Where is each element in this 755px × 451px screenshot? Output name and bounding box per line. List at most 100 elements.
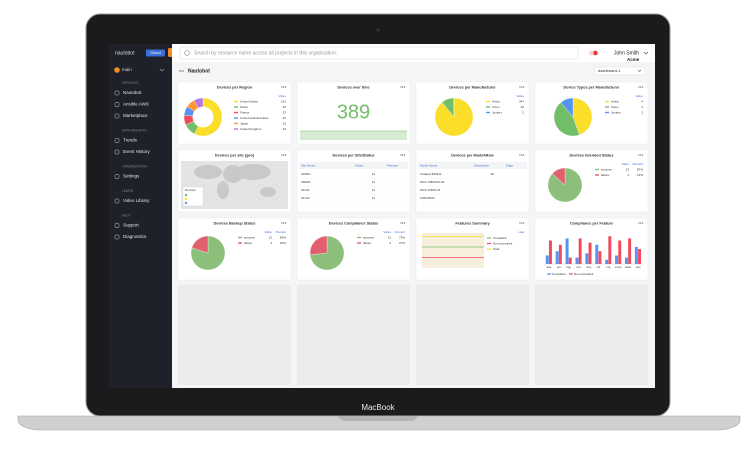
menu-dot[interactable] <box>523 222 525 224</box>
menu-dot[interactable] <box>523 86 525 88</box>
menu-dot[interactable] <box>281 86 283 88</box>
menu-dot[interactable] <box>640 222 642 224</box>
legend-swatch <box>234 100 238 103</box>
legend-label: Total <box>493 247 500 251</box>
bar <box>628 238 632 264</box>
nav-item[interactable]: Diagnostics <box>123 234 147 239</box>
nav-item[interactable]: Support <box>123 223 140 228</box>
legend-swatch <box>569 273 573 275</box>
nav-item[interactable]: Video Library <box>123 198 150 203</box>
widget-title: Features Summary <box>455 222 490 226</box>
legend-value: 23 <box>283 110 287 114</box>
legend-swatch <box>357 236 361 239</box>
menu-dot[interactable] <box>640 86 642 88</box>
legend-swatch <box>234 106 238 108</box>
section-label: LEARN <box>122 189 134 193</box>
pie-slice <box>553 102 580 137</box>
map-legend-dot <box>184 193 188 197</box>
menu-dot[interactable] <box>283 154 285 156</box>
legend-value: 22 <box>283 116 287 120</box>
legend-swatch <box>595 168 599 171</box>
table-cell: DCS-7150S-24 <box>420 188 441 192</box>
menu-dot[interactable] <box>638 222 640 224</box>
widget-title: Devices Compliance Status <box>329 222 379 226</box>
sparkline-area <box>300 131 407 140</box>
nav-icon <box>114 223 120 228</box>
map-legend-dot <box>184 197 188 201</box>
menu-dot[interactable] <box>400 86 402 88</box>
menu-dot[interactable] <box>642 86 644 88</box>
menu-dot[interactable] <box>642 154 644 156</box>
nav-item[interactable]: Settings <box>123 174 140 179</box>
nav-icon <box>114 90 120 96</box>
stat-value: 389 <box>337 101 370 123</box>
plot-area <box>422 233 484 268</box>
legend-label: Arista <box>611 99 619 103</box>
menu-dot[interactable] <box>519 222 521 224</box>
menu-dot[interactable] <box>404 154 406 156</box>
menu-dot[interactable] <box>283 86 285 88</box>
menu-dot[interactable] <box>281 154 283 156</box>
bar <box>618 240 622 264</box>
workspace[interactable]: main <box>122 67 132 72</box>
bar <box>605 259 609 264</box>
nav-item[interactable]: Trends <box>123 138 138 143</box>
menu-dot[interactable] <box>285 86 287 88</box>
menu-dot[interactable] <box>402 222 404 224</box>
menu-dot[interactable] <box>281 222 283 224</box>
menu-dot[interactable] <box>402 154 404 156</box>
bar <box>578 238 582 264</box>
legend-swatch <box>238 236 242 239</box>
menu-dot[interactable] <box>519 86 521 88</box>
menu-dot[interactable] <box>640 154 642 156</box>
legend-swatch <box>486 111 490 114</box>
menu-dot[interactable] <box>638 154 640 156</box>
menu-dot[interactable] <box>642 222 644 224</box>
bar <box>608 236 612 264</box>
column-header: Active <box>355 163 364 167</box>
legend-label: Juniper <box>492 110 502 114</box>
menu-dot[interactable] <box>400 154 402 156</box>
legend-label: Cisco <box>611 105 619 109</box>
menu-dot[interactable] <box>638 86 640 88</box>
search-box[interactable] <box>179 46 579 60</box>
nav-icon <box>114 102 120 107</box>
dashboard-select[interactable] <box>594 66 646 76</box>
toggle-knob <box>593 50 598 56</box>
x-tick-label: intf <box>597 265 601 269</box>
widget-title: Devices over time <box>337 86 369 90</box>
legend-label: success <box>601 167 612 171</box>
bar <box>558 244 562 264</box>
menu-dot[interactable] <box>521 222 523 224</box>
nav-item[interactable]: Event History <box>123 149 151 154</box>
legend-value: 30 <box>283 105 287 109</box>
menu-dot[interactable] <box>285 154 287 156</box>
legend-value: 347 <box>519 99 524 103</box>
map-legend-dot <box>184 201 188 205</box>
menu-dot[interactable] <box>523 154 525 156</box>
nav-item[interactable]: Nautobot <box>123 90 142 95</box>
x-tick-label: bgp <box>566 265 571 269</box>
nav-item[interactable]: Marketplace <box>123 113 148 118</box>
pie-slice <box>453 97 455 118</box>
menu-dot[interactable] <box>285 222 287 224</box>
nav-item[interactable]: Ansible AWX <box>123 102 149 107</box>
x-tick-label: dns <box>576 265 581 269</box>
menu-dot[interactable] <box>404 222 406 224</box>
legend-swatch <box>487 237 491 239</box>
menu-dot[interactable] <box>283 222 285 224</box>
legend-value: 2 <box>522 110 524 114</box>
legend-header: Last <box>518 230 524 234</box>
user-name[interactable]: John Smith <box>614 50 639 56</box>
menu-dot[interactable] <box>521 86 523 88</box>
menu-dot[interactable] <box>404 86 406 88</box>
legend-header: Percent <box>276 230 287 234</box>
menu-dot[interactable] <box>519 154 521 156</box>
menu-dot[interactable] <box>402 86 404 88</box>
bar <box>575 257 579 264</box>
menu-dot[interactable] <box>521 154 523 156</box>
menu-dot[interactable] <box>400 222 402 224</box>
x-tick-label: aaa <box>547 265 552 269</box>
bar <box>585 253 589 264</box>
section-label: DATA INSIGHTS <box>122 128 147 132</box>
